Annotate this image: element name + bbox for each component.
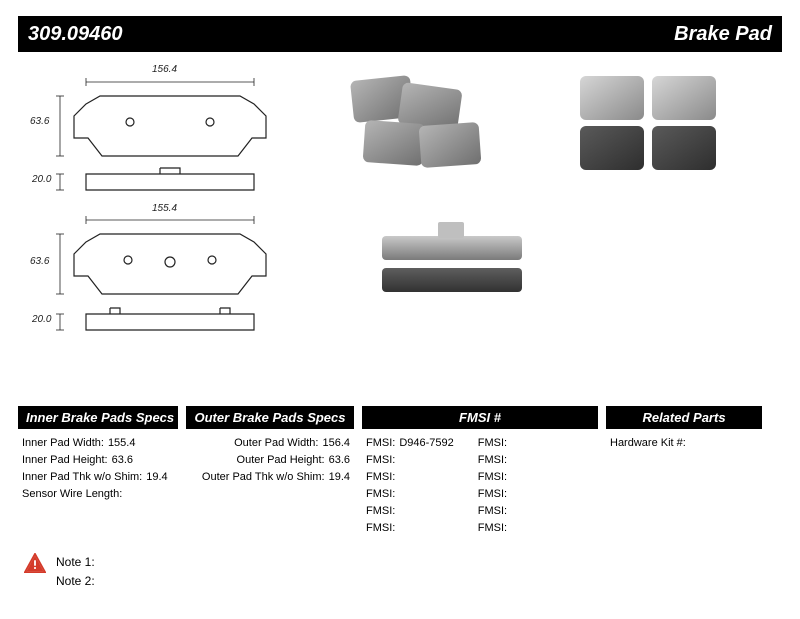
related-parts-col: Related Parts Hardware Kit #: — [606, 406, 762, 537]
spec-label: FMSI: — [478, 471, 507, 483]
dim-bottom-width: 155.4 — [152, 203, 177, 214]
drawing-svg — [40, 66, 300, 366]
technical-drawing: 156.4 63.6 20.0 155.4 63.6 20.0 — [40, 66, 300, 366]
spec-value: 19.4 — [146, 471, 167, 483]
spec-label: FMSI: — [478, 522, 507, 534]
warning-icon — [24, 553, 46, 573]
related-body: Hardware Kit #: — [606, 429, 762, 452]
spec-label: FMSI: — [366, 454, 395, 466]
spec-label: Inner Pad Height: — [22, 454, 108, 466]
spec-label: FMSI: — [478, 454, 507, 466]
notes-text: Note 1: Note 2: — [56, 553, 95, 591]
spec-value: 63.6 — [329, 454, 350, 466]
spec-value: 155.4 — [108, 437, 136, 449]
spec-label: Outer Pad Thk w/o Shim: — [202, 471, 325, 483]
dim-top-thk: 20.0 — [32, 174, 51, 185]
spec-label: FMSI: — [366, 471, 395, 483]
spec-label: Outer Pad Width: — [234, 437, 318, 449]
fmsi-col1: FMSI: D946-7592 FMSI: FMSI: FMSI: FMSI: F… — [366, 435, 454, 537]
note-2: Note 2: — [56, 572, 95, 591]
note-1: Note 1: — [56, 553, 95, 572]
part-number: 309.09460 — [28, 23, 123, 46]
fmsi-col: FMSI # FMSI: D946-7592 FMSI: FMSI: FMSI: … — [362, 406, 598, 537]
inner-specs-col: Inner Brake Pads Specs Inner Pad Width: 1… — [18, 406, 178, 537]
spec-value: D946-7592 — [399, 437, 453, 449]
related-heading: Related Parts — [606, 406, 762, 429]
outer-specs-heading: Outer Brake Pads Specs — [186, 406, 354, 429]
spec-label: FMSI: — [366, 437, 395, 449]
inner-specs-body: Inner Pad Width: 155.4 Inner Pad Height: 6… — [18, 429, 178, 503]
fmsi-body: FMSI: D946-7592 FMSI: FMSI: FMSI: FMSI: F… — [362, 429, 598, 537]
spec-label: FMSI: — [478, 488, 507, 500]
product-title: Brake Pad — [674, 23, 772, 46]
header-bar: 309.09460 Brake Pad — [18, 16, 782, 52]
dim-bottom-height: 63.6 — [30, 256, 49, 267]
dim-top-height: 63.6 — [30, 116, 49, 127]
spec-value: 63.6 — [112, 454, 133, 466]
spec-label: FMSI: — [478, 505, 507, 517]
spec-value: 156.4 — [322, 437, 350, 449]
specs-row: Inner Brake Pads Specs Inner Pad Width: 1… — [18, 406, 782, 537]
outer-specs-col: Outer Brake Pads Specs Outer Pad Width: 1… — [186, 406, 354, 537]
spec-label: FMSI: — [366, 522, 395, 534]
product-photos — [342, 66, 772, 366]
spec-label: Inner Pad Width: — [22, 437, 104, 449]
outer-specs-body: Outer Pad Width: 156.4 Outer Pad Height: 6… — [186, 429, 354, 486]
inner-specs-heading: Inner Brake Pads Specs — [18, 406, 178, 429]
spec-label: FMSI: — [366, 488, 395, 500]
spec-value: 19.4 — [329, 471, 350, 483]
fmsi-col2: FMSI: FMSI: FMSI: FMSI: FMSI: FMSI: — [478, 435, 507, 537]
spec-label: Outer Pad Height: — [237, 454, 325, 466]
mid-area: 156.4 63.6 20.0 155.4 63.6 20.0 — [18, 52, 782, 392]
dim-top-width: 156.4 — [152, 64, 177, 75]
spec-label: FMSI: — [366, 505, 395, 517]
spec-label: FMSI: — [478, 437, 507, 449]
spec-label: Inner Pad Thk w/o Shim: — [22, 471, 142, 483]
spec-label: Hardware Kit #: — [610, 437, 686, 449]
fmsi-heading: FMSI # — [362, 406, 598, 429]
dim-bottom-thk: 20.0 — [32, 314, 51, 325]
notes-area: Note 1: Note 2: — [24, 553, 95, 591]
spec-label: Sensor Wire Length: — [22, 488, 122, 500]
